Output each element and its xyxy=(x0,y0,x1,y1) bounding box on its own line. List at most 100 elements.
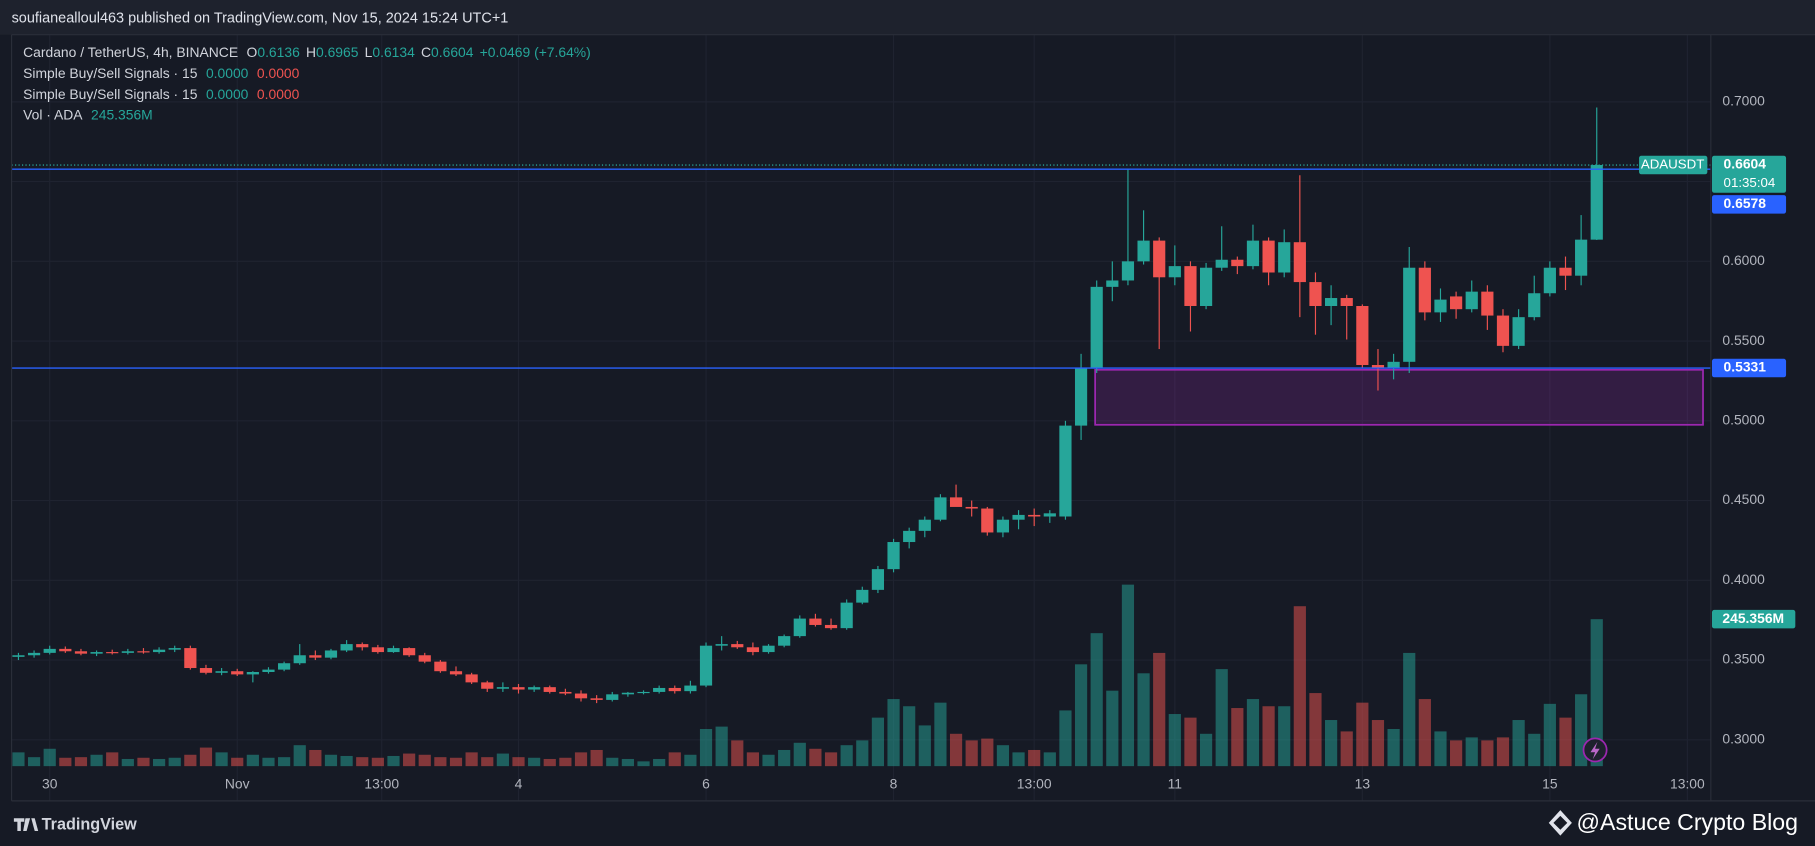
candle-body xyxy=(1121,261,1135,281)
grid xyxy=(11,34,1711,801)
volume-bar xyxy=(934,702,947,767)
candle-body xyxy=(262,669,275,673)
volume-bar xyxy=(590,749,603,767)
volume-bar xyxy=(1309,693,1322,767)
candle-body xyxy=(1465,291,1478,310)
y-tick-label: 0.5000 xyxy=(1722,411,1765,427)
legend-close: 0.6604 xyxy=(431,44,474,60)
volume-bar xyxy=(449,757,463,767)
volume-bar xyxy=(559,757,572,767)
volume-bar xyxy=(1387,729,1400,767)
volume-bar xyxy=(1418,699,1431,767)
volume-bar xyxy=(1262,706,1275,767)
candle-body xyxy=(840,602,853,629)
candle-body xyxy=(559,691,572,694)
volume-bar xyxy=(918,725,931,767)
volume-bar xyxy=(106,752,119,767)
candle-body xyxy=(356,644,369,648)
volume-bar xyxy=(981,738,994,767)
candle-body xyxy=(309,655,322,658)
volume-bar xyxy=(184,754,197,767)
x-tick-label: 8 xyxy=(890,775,898,791)
volume-bar xyxy=(887,699,900,767)
volume-bar xyxy=(278,757,291,767)
candle-body xyxy=(324,650,338,658)
volume-bar xyxy=(1590,619,1603,767)
volume-bar xyxy=(699,729,713,767)
legend-high: 0.6965 xyxy=(316,44,359,60)
volume-bar xyxy=(387,755,400,767)
volume-bar xyxy=(637,761,650,767)
volume-bar xyxy=(121,758,134,767)
volume-bar xyxy=(824,752,838,767)
volume-bar xyxy=(778,749,791,767)
volume-bar xyxy=(43,748,56,767)
volume-bar xyxy=(1543,703,1556,767)
volume-bar xyxy=(715,726,728,767)
volume-bar xyxy=(949,733,963,767)
volume-bar xyxy=(1153,652,1166,767)
candle-body xyxy=(1028,514,1041,517)
candle-body xyxy=(965,506,978,509)
brand: TradingView xyxy=(42,815,137,833)
volume-bar xyxy=(1465,737,1478,767)
candle-body xyxy=(653,687,666,692)
volume-bar xyxy=(528,757,541,767)
volume-bar xyxy=(574,752,588,767)
candle-body xyxy=(403,648,416,656)
volume-bar xyxy=(1028,749,1041,767)
candle-body xyxy=(856,589,869,603)
candle-body xyxy=(1403,267,1416,362)
indicator-name: Simple Buy/Sell Signals · 15 xyxy=(23,86,198,102)
y-tick-label: 0.7000 xyxy=(1722,93,1765,109)
candle-body xyxy=(199,668,213,673)
candle-body xyxy=(1481,291,1494,316)
volume-bar xyxy=(1043,752,1056,767)
candle-body xyxy=(74,651,88,654)
candle-body xyxy=(246,672,259,675)
price-label: 0.5331 xyxy=(1724,359,1767,375)
volume-bar xyxy=(1512,720,1525,767)
brand-logo xyxy=(13,818,39,831)
volume-bar xyxy=(199,747,213,767)
candle-body xyxy=(621,692,634,695)
candle-body xyxy=(1450,296,1463,310)
legend-indicator: Simple Buy/Sell Signals · 15 0.0000 0.00… xyxy=(23,65,299,81)
x-tick-label: 6 xyxy=(702,775,710,791)
candle-body xyxy=(762,645,775,653)
candle-body xyxy=(1090,286,1103,369)
x-tick-label: 13 xyxy=(1355,775,1371,791)
candle-body xyxy=(668,687,681,692)
volume-bar xyxy=(746,752,760,767)
volume-bar xyxy=(168,757,181,767)
header-text: soufianealloul463 published on TradingVi… xyxy=(12,10,509,26)
candle-body xyxy=(1168,266,1181,278)
candle-body xyxy=(1215,259,1228,268)
candle-body xyxy=(465,674,478,683)
volume-bar xyxy=(1199,733,1213,767)
volume-value: 245.356M xyxy=(91,106,153,122)
volume-bar xyxy=(1106,690,1119,767)
candle-body xyxy=(121,651,134,653)
volume-bar xyxy=(465,752,478,767)
symbol-label: ADAUSDT xyxy=(1641,157,1705,172)
legend-low: 0.6134 xyxy=(372,44,415,60)
x-tick-label: Nov xyxy=(225,775,250,791)
volume-bar xyxy=(1168,714,1181,767)
candle-body xyxy=(981,508,994,533)
candle-body xyxy=(1418,267,1431,313)
indicator-sell: 0.0000 xyxy=(257,65,300,81)
indicator-buy: 0.0000 xyxy=(206,86,249,102)
volume-label-box xyxy=(1711,609,1796,629)
volume-bar xyxy=(653,758,666,767)
x-tick-label: 15 xyxy=(1542,775,1558,791)
zone xyxy=(1094,368,1704,426)
indicator-name: Simple Buy/Sell Signals · 15 xyxy=(23,65,198,81)
volume-bar xyxy=(793,742,806,767)
volume-bar xyxy=(1215,669,1228,767)
candle-body xyxy=(12,655,25,657)
volume-bar xyxy=(1528,733,1541,767)
